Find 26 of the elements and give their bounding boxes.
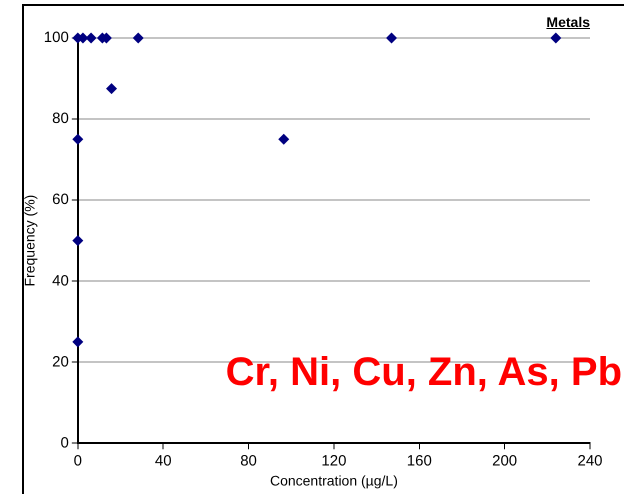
x-tick-label: 160: [406, 452, 432, 470]
y-tick-label: 60: [52, 191, 69, 208]
point: [132, 32, 144, 44]
x-tick-label: 120: [321, 452, 346, 470]
point: [72, 235, 84, 246]
x-tick-label: 240: [577, 452, 603, 470]
point: [106, 83, 118, 94]
y-tick-label: 40: [52, 272, 69, 290]
y-tick-label: 20: [52, 353, 69, 370]
point: [386, 32, 398, 44]
y-tick-label: 80: [52, 110, 69, 128]
x-axis-title: Concentration (µg/L): [270, 472, 398, 488]
point: [86, 32, 97, 44]
y-tick-label: 100: [44, 29, 69, 46]
point: [278, 134, 290, 145]
point: [550, 32, 562, 44]
y-axis-title: Frequency (%): [21, 194, 38, 287]
x-tick-label: 0: [74, 452, 82, 470]
x-tick-label: 40: [154, 452, 172, 470]
y-tick-label: 0: [60, 434, 69, 452]
x-tick-label: 80: [240, 452, 257, 470]
annotation: Cr, Ni, Cu, Zn, As, Pb: [226, 350, 622, 395]
chart-title: Metals: [546, 14, 590, 30]
point: [72, 336, 84, 348]
x-tick-label: 200: [492, 452, 518, 470]
point: [72, 134, 84, 145]
